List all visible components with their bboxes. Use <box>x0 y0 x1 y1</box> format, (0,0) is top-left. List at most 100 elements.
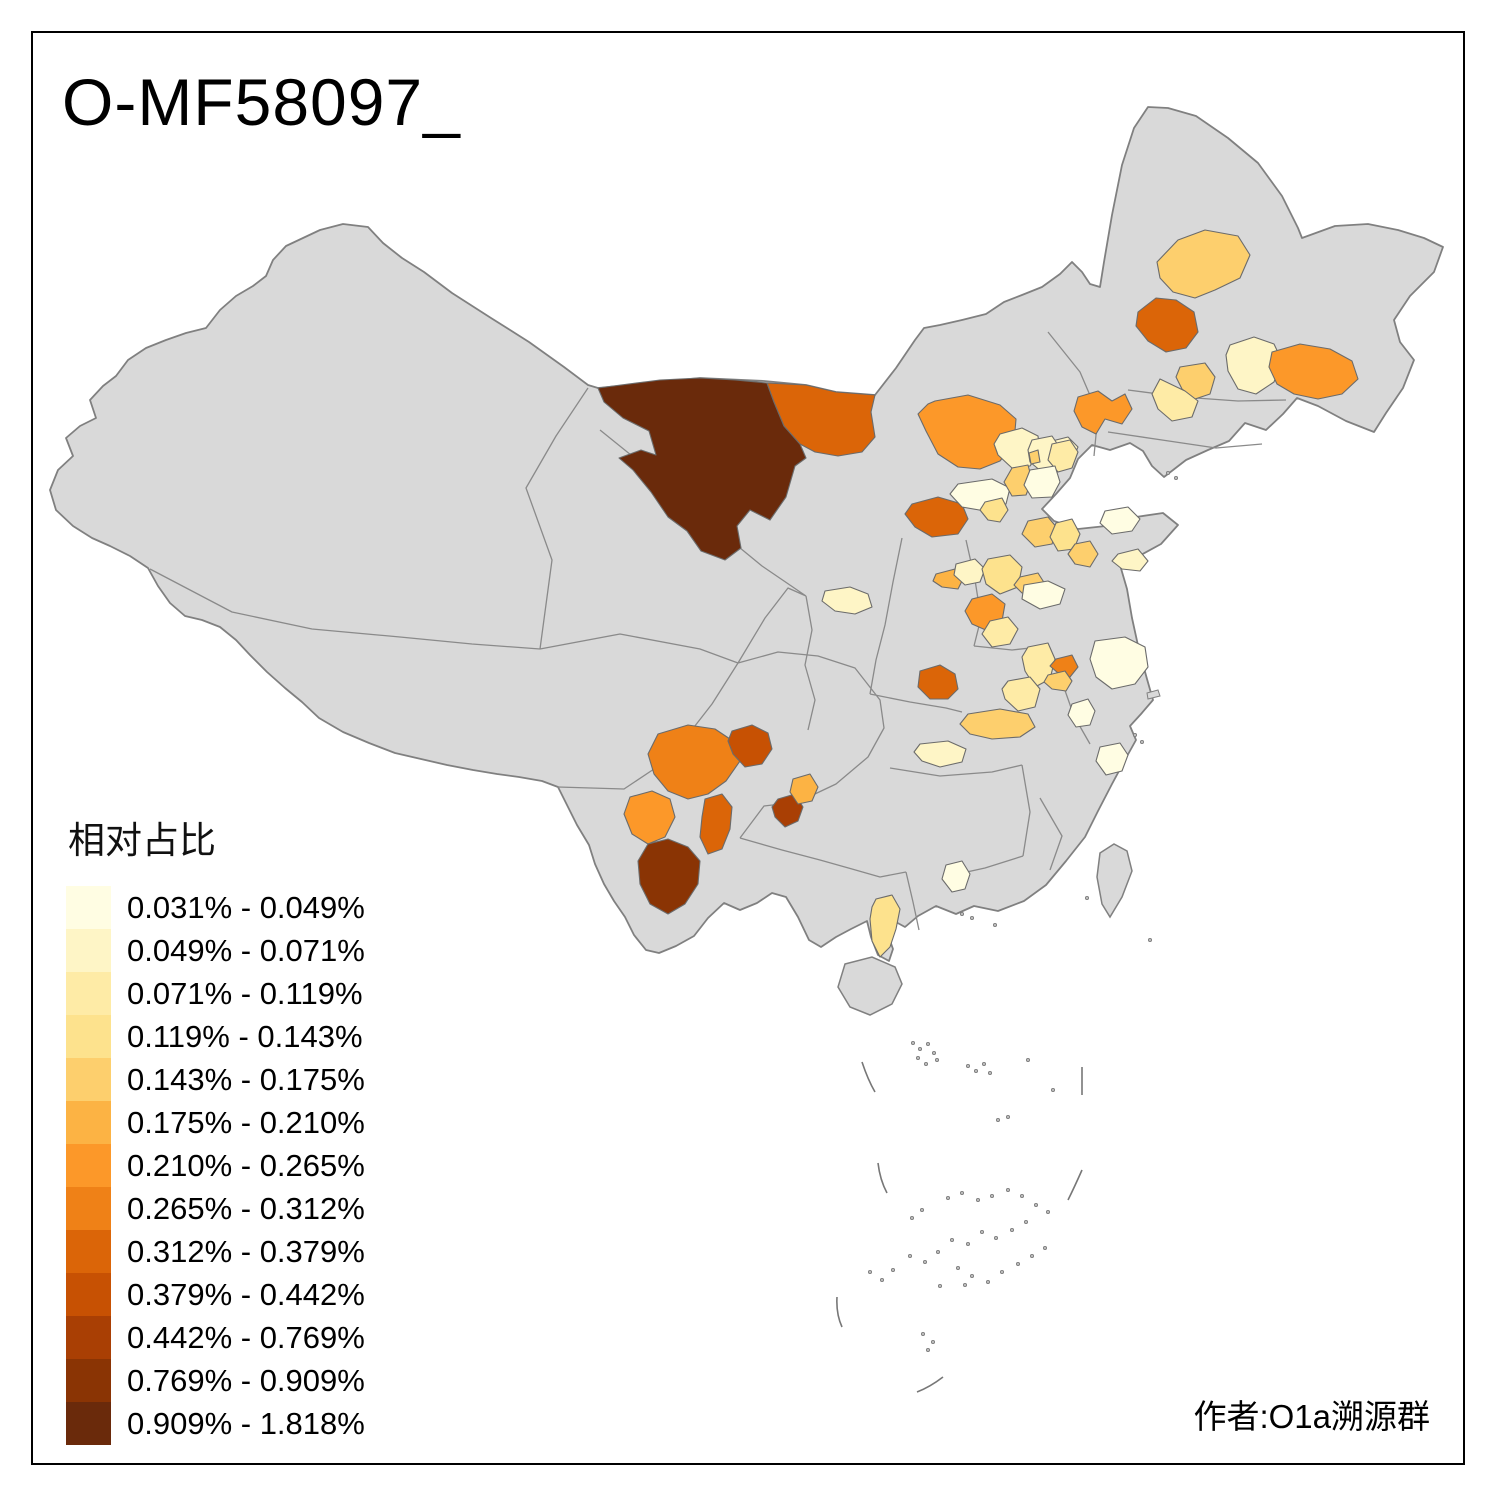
island-dot <box>1006 1188 1011 1193</box>
island-dot <box>963 1283 968 1288</box>
map-region <box>821 586 873 615</box>
legend-item: 0.031% - 0.049% <box>66 886 365 929</box>
map-region <box>917 394 1017 470</box>
island-dot <box>1034 1203 1039 1208</box>
island-dot <box>918 1047 923 1052</box>
island-dot <box>1006 1115 1011 1120</box>
island-dot <box>993 923 998 928</box>
island-dot <box>891 1268 896 1273</box>
map-region <box>1043 670 1073 692</box>
island-dot <box>936 1250 941 1255</box>
legend-label: 0.265% - 0.312% <box>127 1190 365 1226</box>
island-dot <box>988 1071 993 1076</box>
island-dot <box>931 1340 936 1345</box>
map-region <box>1047 439 1079 473</box>
island-dot <box>976 1198 981 1203</box>
map-region <box>699 793 733 855</box>
island-dot <box>980 1230 985 1235</box>
legend-item: 0.071% - 0.119% <box>66 972 365 1015</box>
map-region <box>979 497 1009 523</box>
island-dot <box>1140 740 1145 745</box>
legend-swatch <box>66 1402 111 1445</box>
legend-label: 0.119% - 0.143% <box>127 1018 363 1054</box>
legend-item: 0.175% - 0.210% <box>66 1101 365 1144</box>
sea-boundary-dashes <box>836 1061 1083 1393</box>
legend-label: 0.031% - 0.049% <box>127 889 365 925</box>
province-borders <box>149 331 1287 931</box>
island-dot <box>916 1056 921 1061</box>
map-region <box>1268 343 1359 400</box>
island-dot <box>932 1051 937 1056</box>
island-dot <box>1046 1210 1051 1215</box>
hainan-island <box>837 956 903 1016</box>
legend-swatch <box>66 1316 111 1359</box>
island-dot <box>974 1069 979 1074</box>
map-region <box>1089 636 1149 690</box>
map-region <box>637 838 701 915</box>
map-region <box>941 860 971 893</box>
island-dot <box>1174 475 1179 480</box>
island-dot <box>926 1042 931 1047</box>
map-region <box>1021 642 1056 688</box>
island-dot <box>911 1041 916 1046</box>
taiwan-island <box>1096 843 1133 919</box>
map-region <box>1073 390 1133 435</box>
island-dot <box>982 1062 987 1067</box>
map-region <box>647 724 741 800</box>
island-dot <box>1026 1058 1031 1063</box>
map-region <box>904 496 969 538</box>
island-dot <box>970 1274 975 1279</box>
island-dot <box>960 912 965 917</box>
legend-rows: 0.031% - 0.049% 0.049% - 0.071% 0.071% - 0… <box>66 886 365 1445</box>
map-region <box>1003 464 1033 497</box>
legend-item: 0.143% - 0.175% <box>66 1058 365 1101</box>
island-dot <box>935 1058 940 1063</box>
sea-island-dots <box>868 470 1179 1353</box>
legend-swatch <box>66 1273 111 1316</box>
attribution-text: 作者:O1a溯源群 <box>1193 1398 1430 1435</box>
map-region <box>959 708 1036 740</box>
island-dot <box>926 1348 931 1353</box>
legend-item: 0.442% - 0.769% <box>66 1316 365 1359</box>
island-dot <box>950 1238 955 1243</box>
island-dot <box>966 1242 971 1247</box>
island-dot <box>938 1284 943 1289</box>
map-region <box>766 382 876 457</box>
island-dot <box>994 1236 999 1241</box>
legend-item: 0.265% - 0.312% <box>66 1187 365 1230</box>
island-dot <box>956 1266 961 1271</box>
island-dot <box>966 1064 971 1069</box>
chongming-island <box>1146 689 1161 700</box>
map-region <box>1225 336 1283 395</box>
island-dot <box>924 1062 929 1067</box>
island-dot <box>1030 1254 1035 1259</box>
island-dot <box>960 1191 965 1196</box>
island-dot <box>946 1196 951 1201</box>
island-dot <box>868 1270 873 1275</box>
map-region <box>1151 378 1199 422</box>
map-region <box>981 554 1023 595</box>
legend-swatch <box>66 972 111 1015</box>
map-region <box>1028 449 1041 465</box>
map-region <box>1135 297 1199 353</box>
map-region <box>789 773 819 805</box>
legend-label: 0.143% - 0.175% <box>127 1061 365 1097</box>
legend-swatch <box>66 886 111 929</box>
island-dot <box>1085 896 1090 901</box>
island-dot <box>1016 1262 1021 1267</box>
map-region <box>1067 698 1096 728</box>
legend-label: 0.049% - 0.071% <box>127 932 365 968</box>
map-region <box>1021 580 1066 610</box>
legend-label: 0.071% - 0.119% <box>127 975 363 1011</box>
legend-swatch <box>66 1058 111 1101</box>
map-region <box>1049 654 1079 678</box>
legend-item: 0.379% - 0.442% <box>66 1273 365 1316</box>
island-dot <box>1000 1270 1005 1275</box>
legend-swatch <box>66 1230 111 1273</box>
map-region <box>869 894 901 958</box>
legend-label: 0.210% - 0.265% <box>127 1147 365 1183</box>
legend-swatch <box>66 1144 111 1187</box>
legend-item: 0.119% - 0.143% <box>66 1015 365 1058</box>
island-dot <box>1024 1220 1029 1225</box>
